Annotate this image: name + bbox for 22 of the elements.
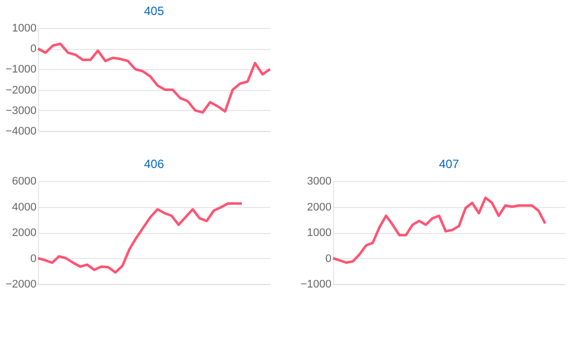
y-tick-label: 3000 [307, 176, 332, 188]
y-tick-label: 0 [325, 252, 332, 265]
line-series [332, 196, 546, 264]
line-series [36, 42, 272, 114]
y-tick-label: 2000 [307, 201, 332, 214]
y-tick-label: 4000 [12, 201, 36, 214]
y-tick-label: −3000 [6, 104, 36, 117]
y-tick-label: 2000 [12, 227, 36, 239]
y-tick-label: 6000 [12, 176, 36, 188]
y-tick-label: 0 [30, 43, 36, 56]
y-tick-label: 1000 [307, 227, 332, 239]
y-tick-label: 1000 [12, 22, 36, 34]
y-tick-label: −2000 [6, 278, 36, 290]
y-tick-label: −4000 [6, 126, 36, 138]
y-tick-label: −1000 [6, 64, 36, 76]
line-series [36, 202, 244, 274]
chart-title: 406 [144, 157, 164, 171]
y-tick-label: 0 [30, 252, 36, 265]
y-tick-label: −1000 [300, 278, 332, 290]
chart-title: 407 [438, 157, 460, 171]
chart-title: 405 [144, 4, 164, 18]
y-tick-label: −2000 [6, 84, 36, 96]
